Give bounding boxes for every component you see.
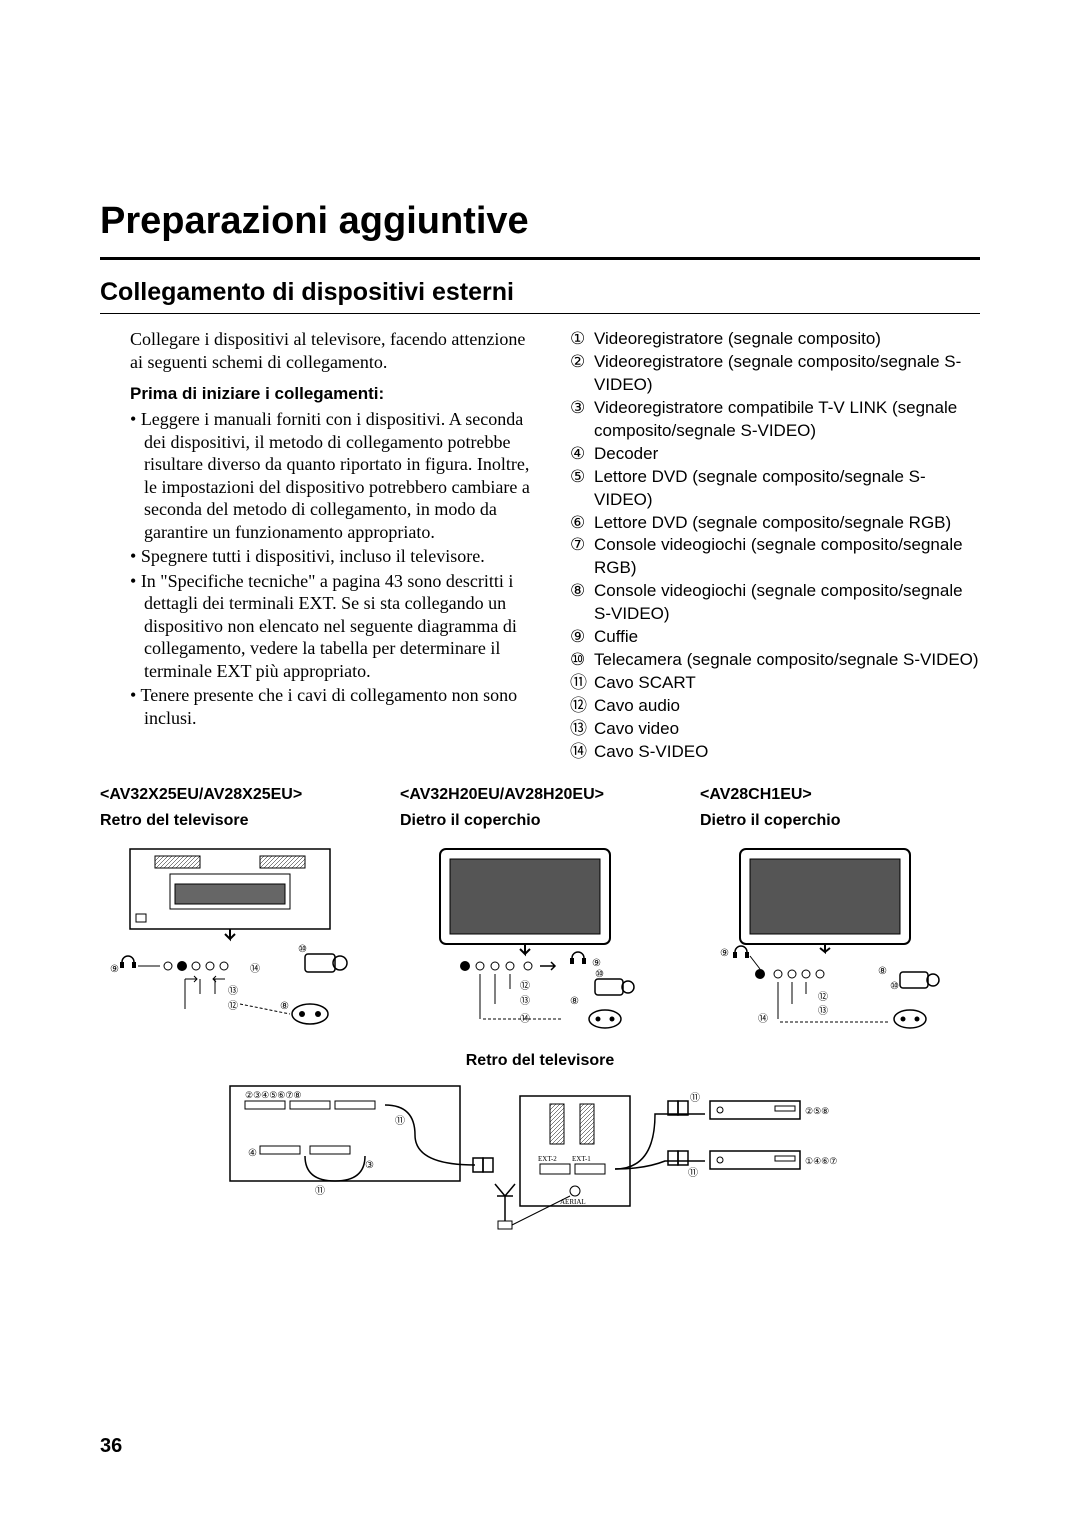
connection-diagram-model3: ⑨ ⑧ ⑩ ⑭ ⑫ ⑬ — [700, 844, 980, 1034]
svg-text:④: ④ — [248, 1148, 257, 1159]
legend-number: ④ — [570, 443, 594, 466]
svg-text:⑩: ⑩ — [890, 981, 899, 992]
legend-item: ②Videoregistratore (segnale composito/se… — [570, 351, 980, 397]
svg-text:⑧: ⑧ — [878, 966, 887, 977]
bullet-item: Spegnere tutti i dispositivi, incluso il… — [144, 545, 540, 568]
legend-number: ⑨ — [570, 626, 594, 649]
legend-text: Console videogiochi (segnale composito/s… — [594, 534, 980, 580]
legend-number: ③ — [570, 397, 594, 420]
page-title: Preparazioni aggiuntive — [100, 200, 980, 243]
section-title: Collegamento di dispositivi esterni — [100, 278, 980, 307]
legend-text: Lettore DVD (segnale composito/segnale S… — [594, 466, 980, 512]
model-name: <AV32X25EU/AV28X25EU> — [100, 786, 380, 804]
svg-text:⑨: ⑨ — [592, 958, 601, 969]
intro-paragraph: Collegare i dispositivi al televisore, f… — [130, 328, 540, 373]
svg-text:⑧: ⑧ — [280, 1001, 289, 1012]
legend-number: ① — [570, 328, 594, 351]
svg-text:⑨: ⑨ — [110, 964, 119, 975]
legend-text: Cuffie — [594, 626, 980, 649]
svg-text:⑪: ⑪ — [315, 1185, 325, 1197]
svg-text:⑩: ⑩ — [595, 969, 604, 980]
svg-text:⑫: ⑫ — [228, 1000, 238, 1012]
legend-item: ⑦Console videogiochi (segnale composito/… — [570, 534, 980, 580]
legend-text: Videoregistratore (segnale composito/seg… — [594, 351, 980, 397]
legend-item: ⑩Telecamera (segnale composito/segnale S… — [570, 649, 980, 672]
connection-diagram-model1: ⑨ ⑩ ⑭ ⑬ ⑫ ⑧ — [100, 844, 380, 1034]
model-name: <AV28CH1EU> — [700, 786, 980, 804]
bottom-diagram-caption: Retro del televisore — [100, 1052, 980, 1070]
svg-text:②③④⑤⑥⑦⑧: ②③④⑤⑥⑦⑧ — [245, 1090, 301, 1100]
model-captions: Retro del televisore Dietro il coperchio… — [100, 806, 980, 838]
legend-number: ⑭ — [570, 741, 594, 764]
legend-number: ⑫ — [570, 695, 594, 718]
bullet-item: Leggere i manuali forniti con i disposit… — [144, 408, 540, 543]
svg-text:⑪: ⑪ — [395, 1115, 405, 1127]
legend-text: Console videogiochi (segnale composito/s… — [594, 580, 980, 626]
svg-text:EXT-1: EXT-1 — [572, 1155, 591, 1163]
svg-text:⑫: ⑫ — [520, 980, 530, 992]
svg-text:⑩: ⑩ — [298, 944, 307, 955]
legend-item: ⑥Lettore DVD (segnale composito/segnale … — [570, 512, 980, 535]
svg-text:⑬: ⑬ — [818, 1005, 828, 1017]
diagram-caption: Dietro il coperchio — [400, 812, 680, 830]
legend-text: Lettore DVD (segnale composito/segnale R… — [594, 512, 980, 535]
legend-text: Cavo S-VIDEO — [594, 741, 980, 764]
legend-text: Cavo audio — [594, 695, 980, 718]
svg-text:⑭: ⑭ — [758, 1013, 768, 1025]
legend-text: Cavo SCART — [594, 672, 980, 695]
diagram-caption: Dietro il coperchio — [700, 812, 980, 830]
svg-text:⑬: ⑬ — [228, 985, 238, 997]
rear-connection-diagram: ②③④⑤⑥⑦⑧ ④ ⑪ ⑪ ③ EXT-2 EXT-1 AERIAL ②⑤⑧ ①… — [100, 1076, 980, 1236]
model-headings: <AV32X25EU/AV28X25EU> <AV32H20EU/AV28H20… — [100, 786, 980, 804]
section-rule — [100, 313, 980, 314]
legend-item: ⑨Cuffie — [570, 626, 980, 649]
top-diagrams: ⑨ ⑩ ⑭ ⑬ ⑫ ⑧ — [100, 844, 980, 1034]
connection-diagram-model2: ⑨ ⑩ ⑫ ⑬ ⑭ ⑧ — [400, 844, 680, 1034]
svg-text:⑧: ⑧ — [570, 996, 579, 1007]
legend-number: ⑪ — [570, 672, 594, 695]
page-number: 36 — [100, 1435, 122, 1458]
svg-text:⑭: ⑭ — [250, 963, 260, 975]
legend-number: ⑦ — [570, 534, 594, 557]
legend-number: ⑩ — [570, 649, 594, 672]
legend-number: ⑧ — [570, 580, 594, 603]
subheading: Prima di iniziare i collegamenti: — [130, 383, 540, 404]
legend-item: ③Videoregistratore compatibile T-V LINK … — [570, 397, 980, 443]
svg-text:①④⑥⑦: ①④⑥⑦ — [805, 1156, 837, 1166]
legend-item: ①Videoregistratore (segnale composito) — [570, 328, 980, 351]
legend-number: ⑥ — [570, 512, 594, 535]
bullet-item: In "Specifiche tecniche" a pagina 43 son… — [144, 570, 540, 683]
legend-text: Cavo video — [594, 718, 980, 741]
bullet-list: Leggere i manuali forniti con i disposit… — [130, 408, 540, 729]
legend-item: ⑬Cavo video — [570, 718, 980, 741]
legend-number: ② — [570, 351, 594, 374]
legend-item: ⑤Lettore DVD (segnale composito/segnale … — [570, 466, 980, 512]
svg-text:⑫: ⑫ — [818, 991, 828, 1003]
svg-text:③: ③ — [365, 1160, 374, 1171]
diagram-caption: Retro del televisore — [100, 812, 380, 830]
svg-text:EXT-2: EXT-2 — [538, 1155, 557, 1163]
legend-text: Decoder — [594, 443, 980, 466]
svg-text:⑨: ⑨ — [720, 948, 729, 959]
bullet-item: Tenere presente che i cavi di collegamen… — [144, 684, 540, 729]
legend-text: Videoregistratore compatibile T-V LINK (… — [594, 397, 980, 443]
legend-text: Telecamera (segnale composito/segnale S-… — [594, 649, 980, 672]
title-rule — [100, 257, 980, 260]
right-column-legend: ①Videoregistratore (segnale composito) ②… — [570, 328, 980, 764]
legend-item: ⑫Cavo audio — [570, 695, 980, 718]
svg-text:⑪: ⑪ — [688, 1167, 698, 1179]
model-name: <AV32H20EU/AV28H20EU> — [400, 786, 680, 804]
legend-number: ⑬ — [570, 718, 594, 741]
legend-number: ⑤ — [570, 466, 594, 489]
svg-text:⑪: ⑪ — [690, 1092, 700, 1104]
legend-item: ⑭Cavo S-VIDEO — [570, 741, 980, 764]
legend-item: ⑪Cavo SCART — [570, 672, 980, 695]
svg-text:②⑤⑧: ②⑤⑧ — [805, 1106, 829, 1116]
legend-item: ④Decoder — [570, 443, 980, 466]
svg-text:⑬: ⑬ — [520, 995, 530, 1007]
legend-text: Videoregistratore (segnale composito) — [594, 328, 980, 351]
legend-item: ⑧Console videogiochi (segnale composito/… — [570, 580, 980, 626]
left-column: Collegare i dispositivi al televisore, f… — [100, 328, 540, 764]
two-column-body: Collegare i dispositivi al televisore, f… — [100, 328, 980, 764]
